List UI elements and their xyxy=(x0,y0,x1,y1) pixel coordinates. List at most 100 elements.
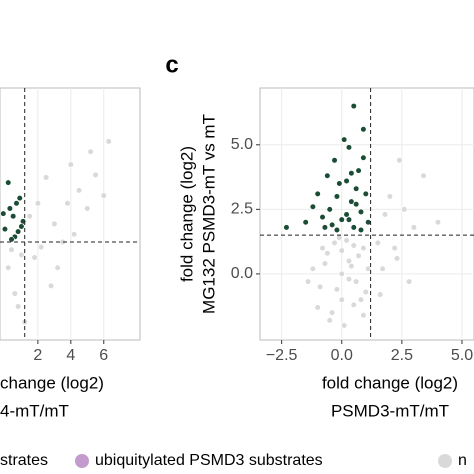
plot-background xyxy=(259,87,474,341)
point xyxy=(338,247,345,254)
point xyxy=(18,223,25,230)
point xyxy=(324,250,331,257)
point xyxy=(345,144,353,151)
point xyxy=(5,179,12,186)
point xyxy=(333,193,341,200)
point xyxy=(377,291,384,298)
point xyxy=(353,201,360,208)
point xyxy=(365,265,372,272)
x-axis-title: fold change (log2) xyxy=(322,373,458,392)
point xyxy=(360,244,367,252)
point xyxy=(329,309,336,316)
point xyxy=(338,216,345,223)
point xyxy=(350,242,357,249)
point xyxy=(43,174,50,181)
point xyxy=(350,224,357,231)
point xyxy=(420,172,427,179)
point xyxy=(341,136,348,143)
point xyxy=(357,208,365,216)
point xyxy=(10,213,17,220)
point xyxy=(348,198,355,205)
point xyxy=(360,126,367,133)
point xyxy=(345,257,353,265)
point xyxy=(379,265,386,272)
point xyxy=(105,138,112,145)
legend-swatch xyxy=(438,454,452,468)
point xyxy=(343,211,350,218)
point xyxy=(331,239,338,247)
point xyxy=(329,221,336,228)
point xyxy=(314,304,321,311)
point xyxy=(326,317,333,324)
point xyxy=(302,219,309,226)
point xyxy=(15,303,22,310)
point xyxy=(71,231,78,238)
x-axis-title: 4-mT/mT xyxy=(0,401,69,420)
point xyxy=(304,278,312,285)
panel-label: c xyxy=(165,51,178,78)
point xyxy=(309,265,316,272)
point xyxy=(343,237,350,244)
point xyxy=(350,102,357,110)
point xyxy=(362,190,369,197)
point xyxy=(386,193,393,200)
point xyxy=(18,251,25,258)
point xyxy=(283,224,290,231)
point xyxy=(87,148,94,155)
point xyxy=(343,177,350,185)
point xyxy=(31,254,38,261)
point xyxy=(5,264,12,271)
point xyxy=(11,290,18,297)
point xyxy=(405,278,413,285)
x-axis-title: change (log2) xyxy=(0,373,104,392)
point xyxy=(319,244,326,252)
x-tick-label: 2 xyxy=(33,347,42,364)
point xyxy=(75,187,83,194)
point xyxy=(333,226,341,234)
point xyxy=(348,263,355,270)
y-tick-label: 5.0 xyxy=(231,136,253,153)
point xyxy=(333,286,341,293)
point xyxy=(396,157,403,164)
point xyxy=(84,205,91,212)
point xyxy=(64,200,71,207)
point xyxy=(374,239,381,247)
x-tick-label: 5.0 xyxy=(451,347,473,364)
point xyxy=(38,244,45,251)
legend-label: n xyxy=(458,452,467,469)
point xyxy=(47,282,55,289)
y-axis-title: fold change (log2) xyxy=(177,146,196,282)
point xyxy=(324,172,331,179)
point xyxy=(13,200,20,207)
point xyxy=(341,322,348,329)
point xyxy=(67,161,74,168)
point xyxy=(8,236,15,243)
point xyxy=(353,278,360,285)
point xyxy=(0,210,7,217)
point xyxy=(16,195,23,202)
point xyxy=(391,244,398,252)
point xyxy=(314,190,321,197)
legend-label: strates xyxy=(0,452,48,469)
point xyxy=(92,171,99,179)
point xyxy=(350,301,357,308)
y-tick-label: 0.0 xyxy=(231,265,253,282)
point xyxy=(348,170,355,177)
point xyxy=(338,270,345,278)
x-tick-label: −2.5 xyxy=(266,347,298,364)
y-tick-label: 2.5 xyxy=(231,201,253,218)
point xyxy=(410,224,417,231)
plot-background xyxy=(0,87,141,341)
point xyxy=(54,264,61,271)
y-axis-title: MG132 PSMD3-mT vs mT xyxy=(199,114,218,314)
point xyxy=(357,296,365,303)
x-axis-title: PSMD3-mT/mT xyxy=(331,401,449,420)
x-tick-label: 2.5 xyxy=(391,347,413,364)
point xyxy=(362,288,369,296)
x-tick-label: 6 xyxy=(99,347,108,364)
point xyxy=(355,167,362,174)
point xyxy=(401,206,408,213)
point xyxy=(434,219,442,226)
x-tick-label: 0.0 xyxy=(331,347,353,364)
